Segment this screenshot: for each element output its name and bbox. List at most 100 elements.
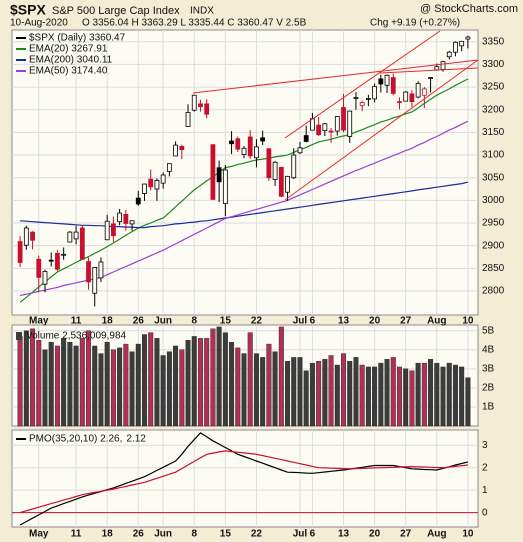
trendline: [284, 30, 441, 139]
y-tick-label: 2850: [482, 263, 505, 274]
volume-bar: [303, 370, 309, 427]
volume-bar: [185, 340, 191, 427]
volume-bar: [434, 362, 440, 427]
legend-label: EMA(200) 3040.11: [29, 55, 113, 66]
candle-body: [61, 253, 67, 256]
y-tick-label: 2: [482, 462, 488, 473]
candle-body: [409, 93, 415, 102]
candle-body: [142, 183, 147, 194]
y-tick-label: 3300: [482, 59, 505, 70]
volume-bar: [247, 332, 253, 427]
candle-body: [30, 231, 35, 241]
candle-body: [359, 102, 365, 107]
candle-body: [160, 174, 166, 184]
volume-bar: [428, 359, 434, 427]
volume-bar: [110, 349, 116, 427]
x-tick-label: 27: [400, 529, 412, 540]
candle-body: [92, 267, 98, 294]
y-tick-label: 3250: [482, 82, 505, 93]
volume-bar: [222, 332, 228, 427]
y-tick-label: 0: [482, 507, 488, 518]
volume-bar: [465, 377, 471, 427]
volume-bar: [135, 343, 141, 427]
x-tick-label: 22: [251, 316, 263, 327]
volume-bar: [316, 361, 322, 427]
volume-bar: [123, 343, 129, 427]
y-tick-label: 3150: [482, 127, 505, 138]
volume-bar: [166, 351, 172, 427]
ema-line: [19, 78, 469, 303]
candle-body: [453, 41, 458, 53]
volume-bar: [285, 361, 291, 427]
x-tick-label: 22: [251, 529, 263, 540]
volume-bar: [322, 359, 328, 427]
trendline: [192, 59, 479, 94]
legend-swatch: [16, 332, 22, 340]
trendline: [379, 67, 479, 74]
volume-bar: [390, 357, 396, 427]
candle-body: [384, 74, 390, 86]
legend-label: 2.12: [126, 434, 146, 445]
y-tick-label: 3: [482, 440, 488, 451]
x-tick-label: May: [29, 529, 49, 540]
volume-bar: [403, 368, 409, 427]
candle-body: [378, 78, 384, 85]
volume-bar: [341, 353, 347, 427]
volume-bar: [278, 326, 284, 427]
volume-bar: [36, 340, 42, 427]
candle-body: [42, 271, 48, 285]
candle-body: [291, 154, 297, 179]
candle-body: [104, 220, 110, 241]
candle-body: [465, 36, 471, 40]
legend-label: PMO(35,20,10) 2.26,: [29, 434, 122, 445]
volume-bar: [179, 349, 185, 427]
volume-bar: [129, 351, 135, 427]
candle-body: [316, 124, 322, 136]
candle-body: [254, 146, 259, 159]
volume-bar: [353, 357, 359, 427]
volume-bar: [291, 357, 297, 427]
candle-body: [135, 197, 141, 205]
candle-body: [73, 231, 79, 240]
candle-body: [117, 212, 123, 223]
candle-body: [129, 220, 135, 225]
y-tick-label: 5B: [482, 325, 495, 336]
volume-bar: [440, 366, 446, 427]
candle-body: [365, 98, 371, 100]
candle-body: [17, 241, 23, 263]
x-tick-label: 26: [133, 529, 145, 540]
volume-bar: [359, 364, 365, 427]
x-tick-label: 15: [220, 529, 232, 540]
volume-bar: [197, 338, 203, 427]
candle-body: [204, 103, 210, 115]
volume-bar: [160, 355, 166, 427]
change: Chg +9.19 (+0.27%): [370, 18, 460, 29]
x-tick-label: 18: [102, 529, 114, 540]
candle-body: [397, 101, 402, 103]
quote: O 3356.04 H 3363.29 L 3335.44 C 3360.47 …: [82, 18, 307, 29]
candle-body: [278, 166, 284, 197]
candle-body: [55, 252, 60, 270]
y-tick-label: 1B: [482, 402, 495, 413]
volume-bar: [23, 330, 29, 427]
credit: @ StockCharts.com: [420, 3, 518, 15]
date: 10-Aug-2020: [10, 18, 68, 29]
candle-body: [303, 135, 309, 142]
candle-body: [229, 140, 234, 145]
volume-bar: [241, 353, 247, 427]
volume-bar: [141, 334, 147, 427]
x-tick-label: 8: [191, 316, 197, 327]
candle-body: [403, 91, 409, 102]
volume-bar: [173, 345, 179, 427]
candle-body: [272, 161, 278, 180]
y-tick-label: 2800: [482, 286, 505, 297]
x-tick-label: Aug: [427, 316, 446, 327]
candle-body: [166, 163, 172, 172]
x-tick-label: 11: [71, 529, 82, 540]
volume-bar: [384, 359, 390, 427]
x-tick-label: Jul: [293, 316, 308, 327]
y-tick-label: 2900: [482, 240, 505, 251]
volume-bar: [378, 362, 384, 427]
y-tick-label: 3000: [482, 195, 505, 206]
x-tick-label: 10: [462, 316, 474, 327]
